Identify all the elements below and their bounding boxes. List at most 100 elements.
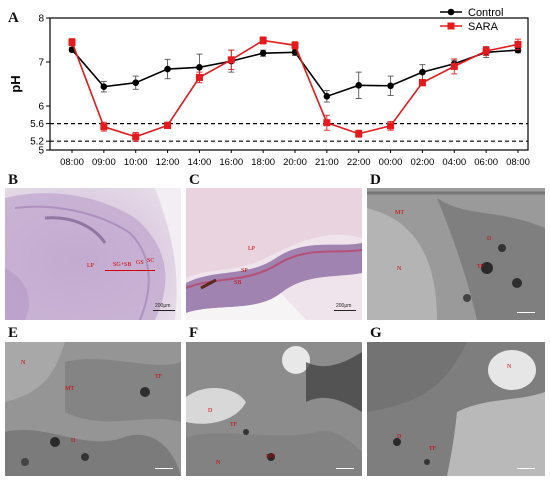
data-point — [387, 122, 395, 130]
data-point — [419, 68, 426, 76]
y-tick-label: 7 — [38, 58, 44, 69]
series-layer — [68, 36, 522, 142]
legend-label: SARA — [468, 21, 499, 33]
legend-marker — [447, 22, 455, 30]
data-point — [164, 65, 171, 73]
series-sara — [68, 36, 522, 142]
y-tick-label: 5.2 — [30, 137, 44, 148]
panel-letter-e: E — [8, 325, 19, 341]
x-tick-label: 12:00 — [156, 157, 180, 168]
micrograph-f-texture — [186, 342, 362, 476]
panel-letter-f: F — [189, 325, 199, 341]
scalebar-b — [153, 310, 175, 311]
scalebar-e — [155, 468, 173, 469]
y-tick-label: 8 — [38, 14, 44, 25]
label-mt-f: MT — [266, 454, 275, 460]
label-n-f: N — [216, 460, 221, 466]
micrograph-g: N D TF — [367, 342, 545, 476]
panel-letter-c: C — [189, 172, 200, 188]
data-point — [387, 82, 394, 90]
label-d-d: D — [487, 236, 492, 242]
data-point — [355, 130, 363, 138]
label-tf-d: TF — [477, 264, 485, 270]
x-tick-label: 00:00 — [379, 157, 403, 168]
data-point — [514, 40, 522, 48]
chart-axes: 8 7 6 5.6 5.25 pH 08:00 09:00 10:00 12:00 14:00 16:… — [8, 14, 530, 169]
x-tick-label: 14:00 — [188, 157, 212, 168]
measure-line-b — [105, 270, 155, 271]
y-tick-label: 5 — [38, 146, 44, 157]
data-point — [291, 41, 299, 49]
label-mt-d: MT — [395, 210, 404, 216]
scale-text-b: 200μm — [155, 303, 171, 309]
micrograph-f: D TF N MT — [186, 342, 362, 476]
micrograph-c-texture — [186, 188, 362, 320]
label-n-g: N — [507, 364, 512, 370]
data-point — [323, 119, 331, 127]
y-axis-label: pH — [8, 75, 23, 92]
data-point — [164, 121, 172, 129]
data-point — [482, 47, 490, 55]
legend-marker — [447, 8, 455, 16]
label-tf-g: TF — [429, 446, 437, 452]
panel-letter-d: D — [370, 172, 381, 188]
chart-legend: Control SARA — [440, 7, 503, 33]
micrograph-e: N TF MT D — [5, 342, 181, 476]
reference-lines — [50, 122, 528, 142]
x-tick-label: 08:00 — [60, 157, 84, 168]
y-tick-label: 6 — [38, 102, 44, 113]
label-sgsb-b: SG+SB — [113, 262, 132, 268]
data-point — [259, 49, 267, 57]
x-tick-label: 20:00 — [283, 157, 307, 168]
x-tick-label: 18:00 — [251, 157, 275, 168]
micrograph-b-texture — [5, 188, 181, 320]
data-point — [323, 93, 331, 100]
data-point — [132, 79, 140, 86]
data-point — [259, 36, 267, 44]
label-mt-e: MT — [65, 386, 74, 392]
ph-line-chart: 8 7 6 5.6 5.2 5 pH 08:00 09:00 10:00 12:00 14:00 16:… — [0, 0, 550, 170]
x-tick-label: 02:00 — [411, 157, 435, 168]
data-point — [100, 123, 108, 131]
data-point — [450, 62, 458, 70]
x-tick-label: 10:00 — [124, 157, 148, 168]
label-sc-b: SC — [147, 258, 155, 264]
data-point — [195, 73, 203, 81]
y-tick-label: 5.6 — [30, 119, 44, 130]
micrograph-d: MT D TF N — [367, 188, 545, 320]
label-tf-e: TF — [155, 374, 163, 380]
data-point — [418, 79, 426, 87]
data-point — [196, 63, 203, 71]
micrograph-g-texture — [367, 342, 545, 476]
data-point — [68, 38, 76, 46]
data-point — [355, 82, 363, 89]
label-d-e: D — [71, 438, 76, 444]
label-d-g: D — [397, 434, 402, 440]
x-tick-label: 08:00 — [506, 157, 530, 168]
label-lp-b: LP — [87, 263, 95, 269]
panel-letter-g: G — [370, 325, 382, 341]
micrograph-d-texture — [367, 188, 545, 320]
plot-frame — [49, 17, 529, 151]
label-lp-c: LP — [248, 246, 256, 252]
x-tick-label: 06:00 — [474, 157, 498, 168]
x-tick-label: 16:00 — [219, 157, 243, 168]
micrograph-e-texture — [5, 342, 181, 476]
panel-letter-b: B — [8, 172, 19, 188]
label-sp-c: SP — [241, 268, 248, 274]
x-tick-label: 21:00 — [315, 157, 339, 168]
scale-text-c: 200μm — [336, 303, 352, 309]
label-sb-c: SB — [234, 280, 242, 286]
data-point — [100, 83, 108, 90]
x-tick-label: 09:00 — [92, 157, 116, 168]
label-n-e: N — [21, 360, 26, 366]
scalebar-d — [517, 312, 535, 313]
scalebar-c — [334, 310, 356, 311]
panel-letter-a: A — [8, 10, 19, 26]
label-n-d: N — [397, 266, 402, 272]
scalebar-f — [336, 468, 354, 469]
label-gs-b: GS — [136, 260, 144, 266]
label-d-f: D — [208, 408, 213, 414]
micrograph-c: LP SP SB 200μm — [186, 188, 362, 320]
chart-svg: 8 7 6 5.6 5.25 pH 08:00 09:00 10:00 12:00 14:00 16:… — [8, 7, 530, 169]
